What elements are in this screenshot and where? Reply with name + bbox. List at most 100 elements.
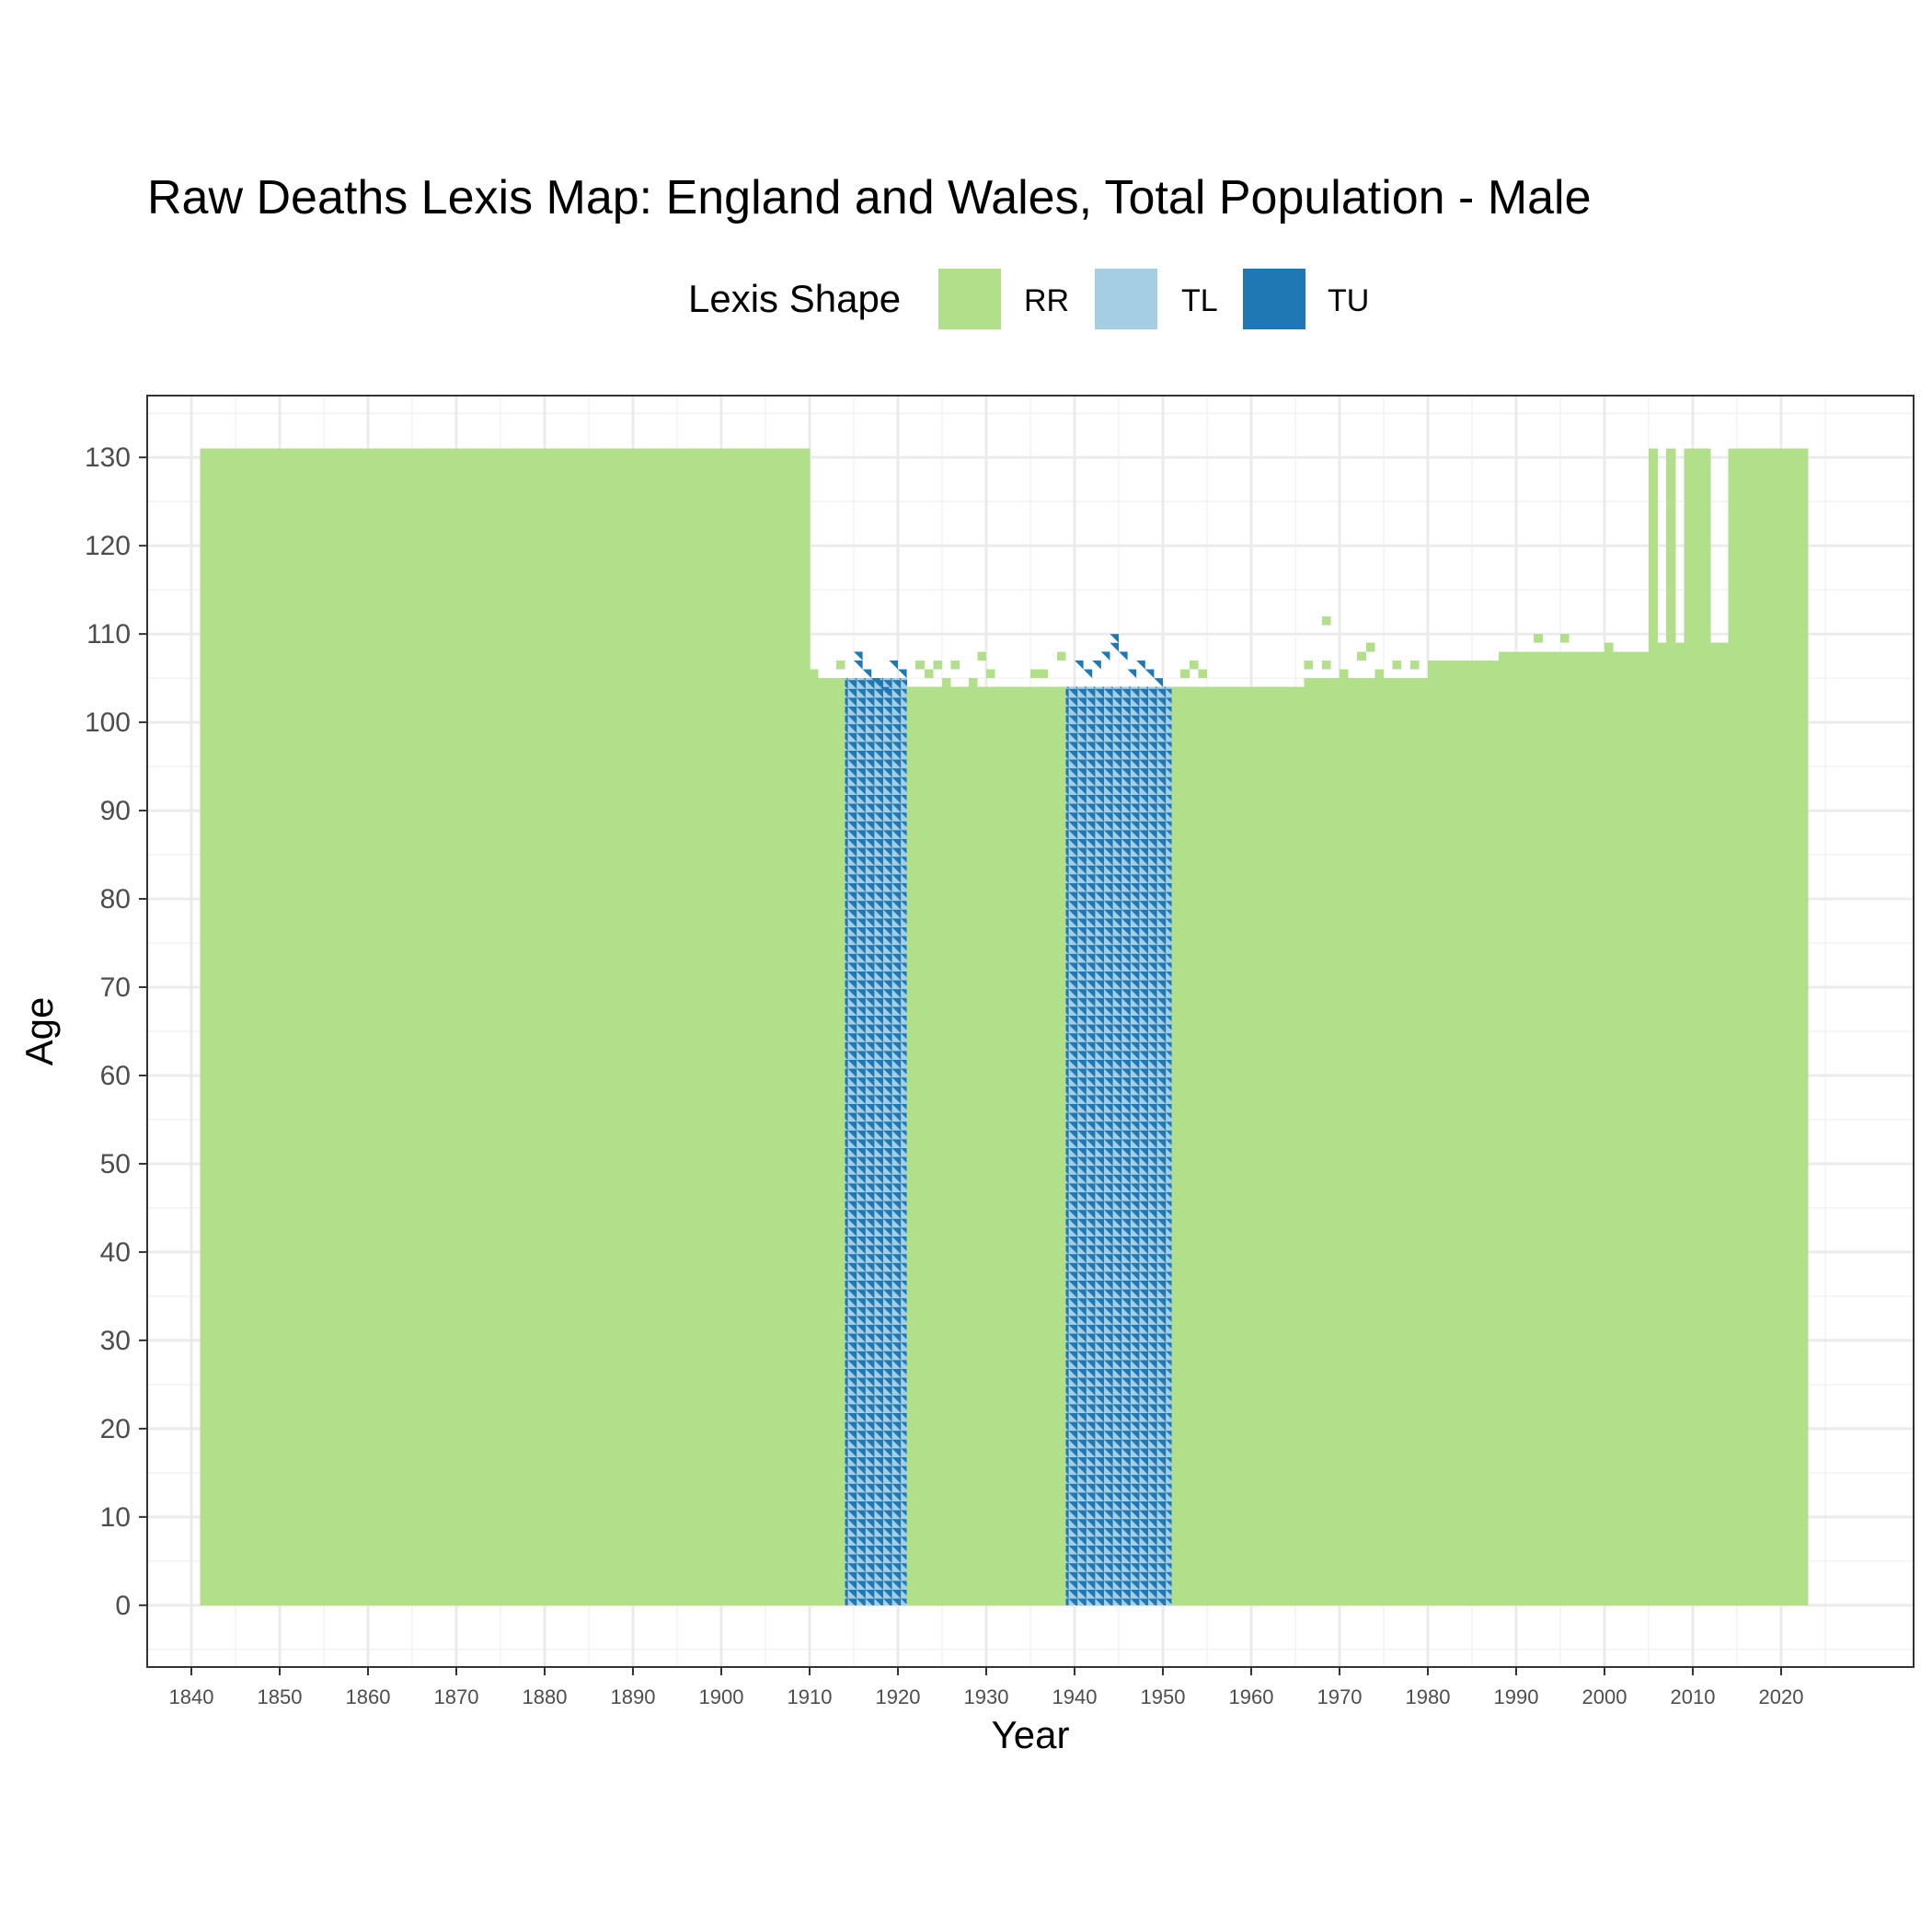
lexis-cell-rr (977, 651, 986, 661)
x-tick-label: 2020 (1759, 1685, 1804, 1708)
chart-title: Raw Deaths Lexis Map: England and Wales,… (147, 171, 1592, 224)
lexis-cell-tu (889, 660, 898, 670)
lexis-cell-rr (915, 660, 925, 670)
legend-key-tl (1095, 269, 1157, 329)
x-tick-label: 1930 (964, 1685, 1009, 1708)
lexis-region-rr (906, 686, 1066, 1605)
lexis-cell-rr (950, 660, 960, 670)
x-tick-label: 1880 (523, 1685, 568, 1708)
lexis-region-rr (1649, 448, 1659, 1605)
lexis-cell-tu (1127, 669, 1137, 679)
x-tick-label: 1980 (1406, 1685, 1451, 1708)
lexis-cell-rr (1392, 660, 1402, 670)
legend-label-rr: RR (1024, 283, 1069, 318)
lexis-cells (200, 448, 1809, 1605)
lexis-cell-rr (1321, 660, 1331, 670)
lexis-cell-rr (968, 678, 978, 687)
lexis-cell-rr (1056, 651, 1066, 661)
x-tick-label: 1890 (611, 1685, 656, 1708)
legend-label-tu: TU (1328, 283, 1369, 318)
y-tick-label: 10 (100, 1502, 131, 1533)
x-tick-label: 1860 (346, 1685, 391, 1708)
lexis-cell-rr (1180, 669, 1190, 679)
lexis-cell-rr (1340, 669, 1349, 679)
lexis-cell-tu (854, 660, 863, 670)
y-tick-label: 20 (100, 1414, 131, 1444)
y-tick-label: 40 (100, 1237, 131, 1268)
x-axis: 1840 1850 1860 1870 1880 1890 1900 1910 1920 1930… (169, 1667, 1804, 1708)
y-tick-label: 80 (100, 884, 131, 914)
lexis-region-rr (810, 678, 845, 1605)
lexis-cell-tu (871, 678, 880, 687)
lexis-cell-rr (1021, 686, 1030, 696)
lexis-cell-rr (1321, 615, 1331, 626)
legend-title: Lexis Shape (688, 277, 901, 320)
lexis-cell-rr (1630, 651, 1640, 661)
lexis-region-rr (1728, 448, 1809, 1605)
lexis-cell-rr (1198, 669, 1207, 679)
x-tick-label: 1960 (1229, 1685, 1274, 1708)
x-tick-label: 1920 (876, 1685, 921, 1708)
y-tick-label: 130 (85, 443, 131, 473)
x-tick-label: 1910 (788, 1685, 833, 1708)
y-tick-label: 0 (115, 1591, 131, 1621)
y-axis-title: Age (17, 997, 61, 1066)
y-axis: 0 10 20 30 40 50 60 70 80 90 100 110 120 130 (85, 443, 147, 1621)
y-tick-label: 60 (100, 1061, 131, 1091)
x-axis-title: Year (992, 1713, 1070, 1756)
y-tick-label: 120 (85, 531, 131, 561)
plot-border (146, 395, 1915, 1668)
lexis-cell-tu (1119, 651, 1128, 661)
legend-key-rr (938, 269, 1001, 329)
lexis-region-rr (1304, 678, 1429, 1605)
lexis-region-rr (1171, 686, 1305, 1605)
lexis-cell-tu (1100, 651, 1110, 661)
y-tick-label: 100 (85, 707, 131, 738)
lexis-cell-rr (1409, 660, 1420, 670)
lexis-cell-rr (968, 686, 978, 696)
y-tick-label: 90 (100, 796, 131, 826)
lexis-cell-tu (854, 651, 863, 661)
lexis-cell-tu (880, 686, 890, 696)
y-tick-label: 110 (86, 619, 131, 650)
lexis-cell-rr (1304, 660, 1314, 670)
lexis-cell-rr (1604, 642, 1614, 652)
x-tick-label: 1840 (169, 1685, 214, 1708)
lexis-cell-rr (1480, 660, 1490, 670)
lexis-cell-rr (933, 660, 942, 670)
lexis-cell-tu (1083, 669, 1093, 679)
lexis-cell-rr (1357, 651, 1366, 661)
lexis-cell-tu (898, 669, 907, 679)
lexis-cell-tu (1144, 669, 1155, 679)
y-tick-label: 50 (100, 1149, 131, 1179)
lexis-region-rr (1428, 660, 1508, 1605)
lexis-cell-rr (1039, 669, 1049, 679)
lexis-cell-rr (810, 669, 819, 679)
lexis-cell-tu (862, 669, 872, 679)
x-tick-label: 2000 (1582, 1685, 1627, 1708)
lexis-cell-tu (1092, 660, 1101, 670)
lexis-region-rr (200, 448, 811, 1605)
x-tick-label: 1900 (699, 1685, 744, 1708)
lexis-cell-rr (1498, 651, 1508, 661)
lexis-cell-rr (1586, 651, 1596, 661)
lexis-cell-tu (1154, 678, 1163, 687)
lexis-cell-rr (986, 669, 995, 679)
legend-label-tl: TL (1181, 283, 1218, 318)
x-tick-label: 1940 (1052, 1685, 1098, 1708)
lexis-cell-rr (1189, 660, 1199, 670)
lexis-region-tl-tu (1065, 686, 1173, 1605)
x-tick-label: 1950 (1141, 1685, 1186, 1708)
lexis-cell-tu (1075, 660, 1084, 670)
lexis-region-rr (1684, 448, 1711, 1605)
lexis-cell-rr (1463, 660, 1472, 670)
lexis-cell-tu (1110, 642, 1119, 652)
lexis-cell-rr (1365, 642, 1375, 652)
lexis-cell-rr (1030, 669, 1040, 679)
legend-key-tu (1243, 269, 1305, 329)
lexis-region-tl-tu (845, 678, 908, 1605)
x-tick-label: 1970 (1317, 1685, 1363, 1708)
x-tick-label: 1990 (1494, 1685, 1539, 1708)
lexis-cell-rr (924, 669, 934, 679)
